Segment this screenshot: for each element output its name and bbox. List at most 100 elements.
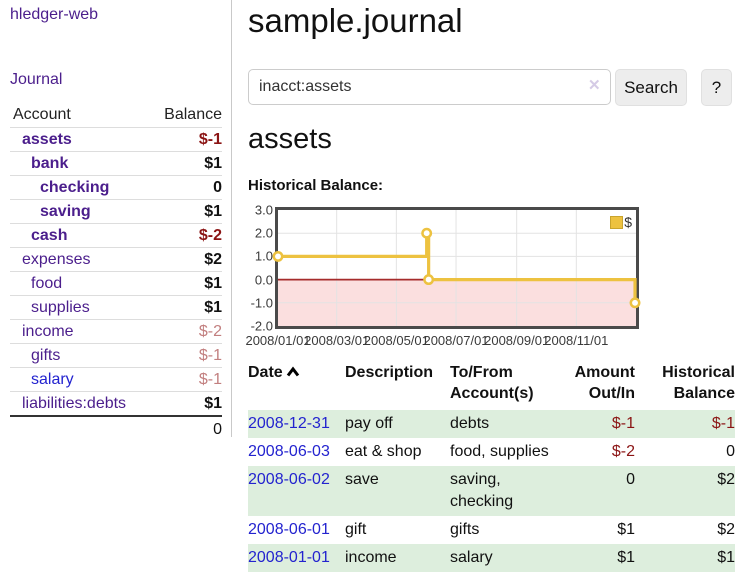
account-balance: $1 (204, 275, 222, 292)
y-axis-tick-label: -2.0 (250, 318, 273, 334)
y-axis-tick-label: -1.0 (250, 295, 273, 311)
transaction-amount: $-2 (611, 443, 635, 460)
transaction-balance: $-1 (711, 415, 735, 432)
register-header-accounts: To/From Account(s) (450, 364, 534, 402)
account-balance: $-1 (198, 371, 222, 388)
account-row: assets $-1 (10, 127, 222, 152)
x-axis-tick-label: 2008/09/01 (484, 333, 550, 348)
account-link[interactable]: cash (31, 227, 68, 244)
transaction-description: income (345, 549, 397, 566)
account-row: supplies $1 (10, 295, 222, 320)
chart-title: Historical Balance: (248, 177, 384, 194)
account-balance: $1 (204, 203, 222, 220)
search-button[interactable]: Search (615, 69, 687, 106)
account-link[interactable]: assets (22, 131, 72, 148)
transaction-balance: $1 (717, 549, 735, 566)
x-axis-tick-label: 2008/01/01 (245, 333, 311, 348)
brand-link[interactable]: hledger-web (10, 6, 99, 23)
account-row: gifts $-1 (10, 343, 222, 368)
transaction-accounts: food, supplies (450, 443, 549, 460)
historical-balance-chart: $ 3.0 2.0 1.0 0.0 -1.0 -2.0 2008/01/01 2008/03… (245, 200, 718, 348)
y-axis-tick-label: 1.0 (254, 248, 273, 264)
account-row: bank $1 (10, 151, 222, 176)
account-balance: $1 (204, 395, 222, 412)
account-link[interactable]: food (31, 275, 63, 292)
register-row: 2008-06-03 eat & shop food, supplies $-2… (248, 438, 735, 466)
x-axis-tick-label: 2008/11/01 (544, 333, 609, 348)
account-balance: $-2 (198, 323, 222, 340)
account-row: checking 0 (10, 175, 222, 200)
transaction-description: gift (345, 521, 367, 538)
account-row: saving $1 (10, 199, 222, 224)
page-title: sample.journal (248, 2, 463, 39)
register-header-balance: Historical Balance (662, 364, 735, 402)
y-axis-tick-label: 3.0 (254, 202, 273, 218)
transaction-accounts: saving, checking (450, 471, 514, 510)
account-balance: $2 (204, 251, 222, 268)
x-axis-tick-label: 2008/03/01 (304, 333, 370, 348)
account-link[interactable]: salary (31, 371, 74, 388)
account-link[interactable]: income (22, 323, 74, 340)
transaction-description: eat & shop (345, 443, 422, 460)
transaction-accounts: salary (450, 549, 493, 566)
account-row: expenses $2 (10, 247, 222, 272)
legend-label: $ (624, 214, 632, 230)
accounts-header-balance: Balance (164, 106, 222, 123)
transaction-date-link[interactable]: 2008-06-03 (248, 443, 330, 460)
y-axis-tick-label: 2.0 (254, 225, 273, 241)
transaction-description: save (345, 471, 379, 488)
account-heading: assets (248, 123, 332, 155)
chart-legend: $ (610, 214, 632, 230)
accounts-total: 0 (213, 421, 222, 438)
sort-ascending-chevron-up-icon (286, 366, 299, 377)
register-header-date[interactable]: Date (248, 360, 345, 410)
transaction-date-link[interactable]: 2008-06-02 (248, 471, 330, 488)
account-link[interactable]: expenses (22, 251, 91, 268)
account-link[interactable]: gifts (31, 347, 61, 364)
account-balance: $-2 (198, 227, 222, 244)
transaction-date-link[interactable]: 2008-12-31 (248, 415, 330, 432)
sidebar: hledger-web Journal Account Balance asse… (0, 0, 232, 438)
clear-search-icon[interactable]: ✕ (588, 77, 601, 94)
register-row: 2008-12-31 pay off debts $-1 $-1 (248, 410, 735, 438)
account-balance: 0 (213, 179, 222, 196)
transaction-date-link[interactable]: 2008-06-01 (248, 521, 330, 538)
transaction-amount: $1 (617, 549, 635, 566)
sidebar-item-journal[interactable]: Journal (10, 71, 63, 88)
accounts-table: Account Balance assets $-1 bank $1 check… (10, 103, 222, 442)
search-input[interactable] (248, 69, 611, 105)
account-link[interactable]: bank (31, 155, 69, 172)
legend-swatch (610, 215, 624, 229)
transaction-balance: $2 (717, 521, 735, 538)
y-axis-tick-label: 0.0 (254, 272, 273, 288)
account-row: liabilities:debts $1 (10, 391, 222, 417)
account-link[interactable]: liabilities:debts (22, 395, 127, 412)
transaction-description: pay off (345, 415, 393, 432)
transaction-accounts: gifts (450, 521, 480, 538)
accounts-total-row: 0 (10, 416, 222, 442)
register-header-amount: Amount Out/In (574, 364, 635, 402)
account-balance: $1 (204, 299, 222, 316)
account-balance: $-1 (198, 131, 222, 148)
account-row: food $1 (10, 271, 222, 296)
account-row: cash $-2 (10, 223, 222, 248)
register-table: Date Description To/From Account(s) Amou… (248, 360, 735, 572)
x-axis-tick-label: 2008/05/01 (363, 333, 429, 348)
account-link[interactable]: supplies (31, 299, 90, 316)
account-row: salary $-1 (10, 367, 222, 392)
register-row: 2008-06-02 save saving, checking 0 $2 (248, 466, 735, 516)
account-balance: $1 (204, 155, 222, 172)
account-link[interactable]: checking (40, 179, 110, 196)
transaction-amount: $1 (617, 521, 635, 538)
register-row: 2008-06-01 gift gifts $1 $2 (248, 516, 735, 544)
x-axis-tick-label: 2008/07/01 (423, 333, 489, 348)
transaction-date-link[interactable]: 2008-01-01 (248, 549, 330, 566)
register-row: 2008-01-01 income salary $1 $1 (248, 544, 735, 572)
account-link[interactable]: saving (40, 203, 91, 220)
account-row: income $-2 (10, 319, 222, 344)
account-balance: $-1 (198, 347, 222, 364)
help-button[interactable]: ? (701, 69, 732, 106)
transaction-balance: $2 (717, 471, 735, 488)
accounts-header-account: Account (13, 106, 71, 123)
chart-canvas (272, 210, 641, 326)
